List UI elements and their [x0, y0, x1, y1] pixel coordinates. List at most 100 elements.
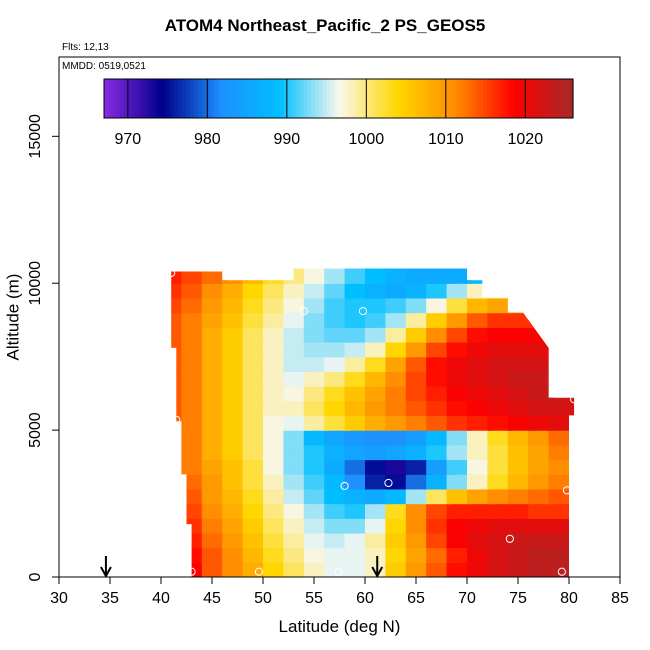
colorbar-swatch [471, 79, 476, 118]
colorbar-swatch [389, 79, 394, 118]
x-tick-label: 85 [611, 590, 629, 607]
heatmap-cell [405, 562, 432, 577]
colorbar-swatch [197, 79, 203, 118]
heatmap-cell [283, 547, 310, 563]
heatmap-cell [507, 532, 534, 549]
heatmap-cell [528, 356, 555, 372]
heatmap-cell [385, 283, 412, 299]
heatmap-cell [283, 532, 310, 549]
colorbar-swatch [490, 79, 496, 118]
heatmap-cell [385, 444, 412, 461]
heatmap-cell [283, 503, 310, 519]
heatmap-cell [283, 386, 310, 402]
heatmap-cell [222, 283, 249, 299]
heatmap-cell [467, 547, 494, 563]
heatmap-cell [385, 503, 412, 519]
heatmap-cell [365, 268, 392, 284]
x-tick-label: 35 [101, 590, 119, 607]
heatmap-cell [487, 356, 514, 372]
heatmap-cell [324, 562, 351, 577]
colorbar-swatch [182, 79, 187, 118]
heatmap-cell [467, 444, 494, 461]
heatmap-cell [344, 415, 371, 431]
heatmap-cell [181, 444, 208, 461]
heatmap-cell [385, 532, 412, 549]
heatmap-cell [426, 312, 453, 328]
colorbar-swatch [522, 79, 527, 118]
colorbar-swatch [346, 79, 351, 118]
heatmap-cell [201, 400, 228, 417]
heatmap-cell [426, 415, 453, 431]
heatmap-cell [324, 488, 351, 505]
heatmap-cell [283, 400, 310, 417]
heatmap-cell [263, 283, 290, 299]
heatmap-cell [365, 503, 392, 519]
heatmap-cell [283, 312, 310, 328]
heatmap-cell [467, 341, 494, 358]
heatmap-cell [507, 474, 534, 490]
heatmap-cell [405, 459, 432, 475]
heatmap-cell [283, 327, 310, 343]
colorbar-swatch [115, 79, 121, 118]
heatmap-cell [242, 430, 269, 446]
colorbar-swatch [338, 79, 344, 118]
heatmap-cell [344, 532, 371, 549]
heatmap-cell [385, 474, 412, 490]
heatmap-cell [507, 430, 534, 446]
heatmap-cell [365, 297, 392, 314]
heatmap-cell [201, 430, 228, 446]
heatmap-cell [344, 400, 371, 417]
colorbar-swatch [373, 79, 379, 118]
heatmap-cell [548, 312, 575, 328]
turnaround-arrow-head [100, 566, 112, 579]
colorbar-tick-label: 1020 [508, 131, 544, 148]
heatmap-cell [324, 371, 351, 387]
heatmap-cell [324, 297, 351, 314]
colorbar-swatch [135, 79, 140, 118]
colorbar-swatch [107, 79, 113, 118]
heatmap-cell [405, 444, 432, 461]
heatmap-cell [344, 474, 371, 490]
y-axis: 0 5000 10000 15000 [27, 114, 59, 581]
heatmap-cell [487, 386, 514, 402]
colorbar-swatch [545, 79, 551, 118]
colorbar-swatch [381, 79, 386, 118]
heatmap-cell [201, 518, 228, 534]
heatmap-cell [324, 268, 351, 284]
y-tick-label: 0 [27, 572, 44, 581]
heatmap-cell [507, 444, 534, 461]
heatmap-cell [385, 547, 412, 563]
heatmap-cell [467, 386, 494, 402]
y-tick-label: 5000 [27, 412, 44, 448]
heatmap-cell [263, 459, 290, 475]
colorbar-swatch [365, 79, 371, 118]
heatmap-cell [507, 488, 534, 505]
heatmap-cell [181, 474, 208, 490]
heatmap-cell [181, 297, 208, 314]
colorbar-swatch [307, 79, 312, 118]
heatmap-cell [548, 503, 575, 519]
heatmap-cell [171, 474, 188, 490]
heatmap-cell [385, 327, 412, 343]
heatmap-cell [201, 327, 228, 343]
heatmap-cell [405, 297, 432, 314]
colorbar-swatch [440, 79, 445, 118]
heatmap-cell [528, 268, 555, 284]
heatmap-cell [263, 474, 290, 490]
heatmap-cell [201, 474, 228, 490]
colorbar-swatch [111, 79, 117, 118]
heatmap-cell [385, 371, 412, 387]
x-tick-label: 65 [407, 590, 425, 607]
heatmap-cell [487, 459, 514, 475]
colorbar-swatch [369, 79, 375, 118]
heatmap-cell [446, 562, 473, 577]
heatmap-cell [344, 562, 371, 577]
colorbar-swatch [420, 79, 426, 118]
heatmap-cell [222, 518, 249, 534]
flight-point [299, 307, 308, 316]
heatmap-cell [548, 488, 575, 505]
heatmap-cell [507, 356, 534, 372]
heatmap-cell [405, 430, 432, 446]
heatmap-cell [405, 400, 432, 417]
heatmap-cell [426, 268, 453, 284]
